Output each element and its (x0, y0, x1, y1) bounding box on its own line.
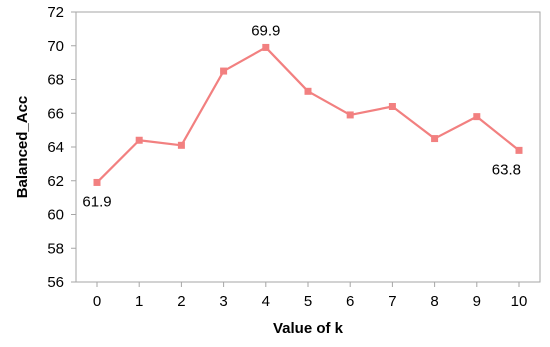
y-axis-ticks: 56 58 60 62 64 66 68 70 72 (47, 4, 76, 291)
y-tick-label: 64 (47, 139, 64, 156)
x-tick-label: 10 (511, 293, 528, 310)
data-point-marker (220, 67, 228, 75)
x-tick-label: 6 (346, 293, 354, 310)
series-line (96, 46, 520, 184)
x-axis-title: Value of k (273, 320, 344, 337)
plot-area (75, 11, 541, 283)
data-label: 69.9 (251, 22, 280, 39)
x-tick-label: 0 (93, 293, 101, 310)
x-tick-label: 2 (177, 293, 185, 310)
data-point-marker (262, 43, 270, 51)
data-point-marker (515, 146, 523, 154)
data-point-marker (135, 136, 143, 144)
data-label: 61.9 (82, 193, 111, 210)
series-markers (93, 43, 523, 186)
y-tick-label: 56 (47, 274, 64, 291)
x-tick-label: 9 (473, 293, 481, 310)
y-tick-label: 58 (47, 240, 64, 257)
data-point-marker (388, 103, 396, 110)
x-axis-ticks: 0 1 2 3 4 5 6 7 8 9 10 (93, 282, 528, 310)
x-tick-label: 5 (304, 293, 312, 310)
y-tick-label: 62 (47, 173, 64, 190)
y-tick-label: 70 (47, 38, 64, 55)
x-tick-label: 7 (388, 293, 396, 310)
data-point-marker (346, 111, 354, 119)
data-point-marker (473, 113, 481, 121)
y-tick-label: 72 (47, 4, 64, 21)
data-point-marker (177, 141, 185, 149)
x-tick-label: 8 (430, 293, 438, 310)
x-tick-label: 3 (219, 293, 227, 310)
y-axis-title: Balanced_Acc (14, 96, 31, 199)
x-tick-label: 4 (262, 293, 270, 310)
data-point-marker (431, 135, 439, 143)
data-labels: 61.9 69.9 63.8 (82, 22, 521, 210)
y-tick-label: 66 (47, 105, 64, 122)
y-tick-label: 60 (47, 207, 64, 224)
data-label: 63.8 (492, 161, 521, 178)
x-tick-label: 1 (135, 293, 143, 310)
y-tick-label: 68 (47, 72, 64, 89)
data-point-marker (93, 178, 101, 186)
data-point-marker (304, 87, 312, 95)
